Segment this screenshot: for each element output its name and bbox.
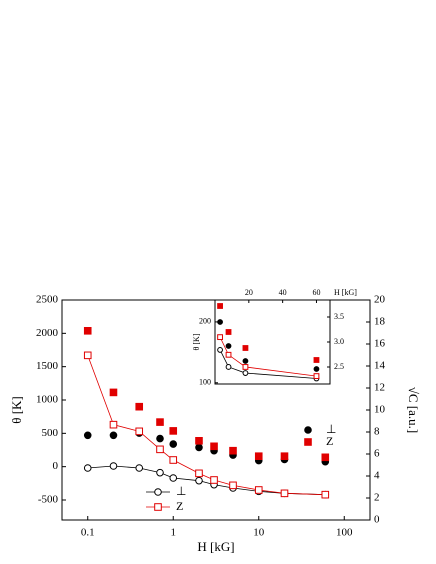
y2-tick-label: 12 [374, 382, 385, 394]
y2-tick-label: 18 [374, 316, 386, 328]
y2-tick-label: 4 [374, 470, 380, 482]
marker [242, 358, 249, 364]
marker [109, 420, 118, 429]
marker [169, 440, 178, 448]
legend-label: ⊥ [326, 422, 336, 436]
marker [83, 327, 92, 335]
y-tick-label: 200 [199, 317, 211, 326]
legend-marker [304, 438, 312, 446]
y2-tick-label: 20 [374, 294, 386, 306]
marker [210, 476, 218, 484]
marker [217, 347, 223, 353]
legend-label: ⊥ [176, 484, 186, 498]
marker [169, 456, 178, 464]
y2-tick-label: 3.5 [334, 312, 344, 321]
series-line [219, 349, 317, 379]
legend-label: Z [326, 434, 333, 448]
x-tick-label: 60 [312, 288, 320, 297]
marker [225, 364, 232, 370]
marker [169, 474, 178, 482]
y-tick-label: 1500 [36, 360, 59, 372]
marker [225, 343, 232, 349]
marker [313, 366, 320, 372]
marker [280, 452, 289, 460]
marker [135, 427, 144, 436]
marker [321, 490, 330, 499]
marker [156, 468, 164, 477]
marker [156, 418, 164, 426]
y-tick-label: -500 [38, 494, 59, 506]
x-tick-label: 1 [170, 527, 176, 539]
y-tick-label: 2500 [36, 294, 59, 306]
y2-tick-label: 2 [374, 492, 380, 504]
marker [109, 431, 118, 440]
marker [135, 402, 144, 411]
y-tick-label: 2000 [36, 327, 59, 339]
marker [217, 303, 223, 309]
y2-tick-label: 0 [374, 514, 380, 526]
marker [195, 443, 203, 452]
marker [313, 373, 320, 379]
y2-tick-label: 3.0 [334, 337, 344, 346]
marker [254, 486, 263, 494]
marker [229, 446, 237, 455]
x-tick-label: 10 [253, 527, 265, 539]
marker [156, 445, 164, 454]
y-tick-label: 500 [42, 427, 59, 439]
marker [210, 442, 218, 451]
y2-tick-label: 14 [374, 360, 386, 372]
x-tick-label: 40 [279, 288, 287, 297]
marker [83, 431, 92, 440]
y2-tick-label: 8 [374, 426, 380, 438]
y-axis-label: θ [K] [9, 396, 24, 424]
marker [195, 476, 203, 485]
marker [217, 319, 223, 325]
marker [109, 462, 118, 470]
y-tick-label: 100 [199, 378, 211, 387]
y-axis-label: θ [K] [192, 333, 201, 350]
y-tick-label: 1000 [36, 394, 59, 406]
legend-marker [304, 426, 312, 434]
y-tick-label: 0 [53, 460, 59, 472]
marker [225, 351, 232, 358]
y2-axis-label: √C [a.u.] [406, 387, 421, 433]
x-axis-label: H [kG] [334, 288, 357, 297]
marker [254, 452, 263, 460]
marker [313, 357, 320, 363]
marker [109, 388, 118, 397]
marker [321, 453, 330, 462]
x-tick-label: 0.1 [81, 527, 95, 539]
marker [225, 329, 232, 335]
marker [195, 469, 203, 478]
y2-tick-label: 6 [374, 448, 380, 460]
marker [156, 434, 164, 443]
marker [229, 481, 237, 490]
x-tick-label: 100 [336, 527, 353, 539]
y2-tick-label: 2.5 [334, 362, 344, 371]
marker [83, 464, 92, 472]
marker [280, 489, 289, 498]
series-line [219, 336, 317, 377]
marker [83, 351, 92, 360]
x-tick-label: 20 [245, 288, 253, 297]
marker [135, 464, 144, 472]
y2-tick-label: 10 [374, 404, 386, 416]
legend-marker [154, 503, 162, 511]
plot-frame [214, 299, 331, 385]
marker [242, 364, 249, 370]
x-axis-label: H [kG] [197, 539, 234, 554]
marker [242, 345, 249, 351]
marker [217, 334, 223, 341]
marker [169, 427, 178, 435]
legend-marker [154, 488, 162, 496]
y2-tick-label: 16 [374, 338, 386, 350]
legend-label: Z [176, 499, 183, 513]
marker [195, 437, 203, 445]
marker [242, 370, 249, 376]
